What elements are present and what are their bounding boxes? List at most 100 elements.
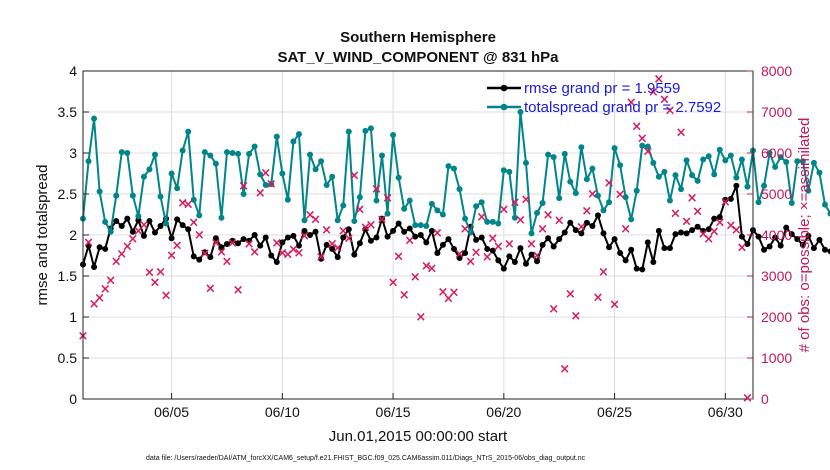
totalspread-point [805, 187, 812, 194]
totalspread-point [666, 197, 673, 204]
obs-assimilated-marker: × [282, 248, 293, 263]
rmse-point [766, 243, 773, 250]
rmse-point [611, 236, 618, 243]
totalspread-point [174, 185, 181, 192]
totalspread-point [705, 153, 712, 160]
obs-assimilated-marker: × [653, 72, 664, 87]
y-right-tick-label-1: 1000 [761, 350, 792, 366]
totalspread-point [268, 181, 275, 188]
obs-assimilated-marker: × [172, 238, 183, 253]
chart-title: Southern Hemisphere [340, 29, 496, 46]
totalspread-point [672, 172, 679, 179]
rmse-point [661, 245, 668, 252]
rmse-point [578, 230, 585, 237]
obs-assimilated-marker: × [216, 245, 227, 260]
rmse-point [761, 246, 768, 253]
data-file-footnote: data file: /Users/raeder/DAI/ATM_forcXX/… [146, 455, 586, 462]
rmse-point [755, 233, 762, 240]
totalspread-point [556, 195, 563, 202]
rmse-point [268, 252, 275, 259]
obs-assimilated-marker: × [399, 288, 410, 303]
rmse-point [716, 213, 723, 220]
totalspread-point [96, 188, 103, 195]
totalspread-point [467, 229, 474, 236]
rmse-point [290, 232, 297, 239]
obs-assimilated-marker: × [487, 231, 498, 246]
totalspread-point [639, 142, 646, 149]
totalspread-point [179, 147, 186, 154]
rmse-point [788, 231, 795, 238]
totalspread-point [489, 218, 496, 225]
obs-assimilated-marker: × [177, 196, 188, 211]
obs-assimilated-marker: × [210, 236, 221, 251]
rmse-point [96, 244, 103, 251]
obs-assimilated-marker: × [631, 119, 642, 134]
totalspread-point [594, 192, 601, 199]
obs-assimilated-marker: × [89, 297, 100, 312]
legend: rmse grand pr = 1.9559 totalspread grand… [487, 80, 721, 116]
totalspread-point [550, 154, 557, 161]
rmse-point [251, 232, 258, 238]
obs-assimilated-marker: × [188, 216, 199, 231]
obs-assimilated-marker: × [255, 186, 266, 201]
obs-assimilated-marker: × [576, 220, 587, 235]
totalspread-point [301, 217, 308, 224]
rmse-point [456, 254, 463, 261]
y-right-tick-label-8: 8000 [761, 63, 792, 79]
obs-assimilated-marker: × [471, 246, 482, 261]
rmse-point [810, 245, 817, 252]
totalspread-point [384, 210, 391, 217]
obs-assimilated-marker: × [122, 239, 133, 254]
obs-assimilated-marker: × [676, 126, 687, 141]
obs-assimilated-marker: × [199, 246, 210, 261]
rmse-point [617, 250, 624, 257]
totalspread-point [356, 194, 363, 201]
obs-assimilated-marker: × [299, 229, 310, 244]
rmse-point [229, 237, 236, 244]
totalspread-point [578, 144, 585, 151]
x-axis-label: Jun.01,2015 00:00:00 start [329, 428, 508, 445]
rmse-point [218, 244, 225, 251]
obs-assimilated-marker: × [515, 213, 526, 228]
y-tick-label-5: 2.5 [58, 186, 78, 202]
rmse-point [628, 246, 635, 253]
obs-assimilated-marker: × [670, 206, 681, 221]
obs-assimilated-marker: × [150, 276, 161, 291]
totalspread-point [622, 194, 629, 201]
obs-assimilated-marker: × [327, 237, 338, 252]
y-right-tick-label-6: 6000 [761, 145, 792, 161]
y-tick-label-1: 0.5 [58, 350, 78, 366]
rmse-point [135, 217, 142, 224]
obs-assimilated-marker: × [426, 262, 437, 277]
totalspread-point [146, 166, 153, 173]
obs-assimilated-marker: × [277, 246, 288, 261]
rmse-point [827, 248, 830, 255]
totalspread-point [810, 159, 817, 166]
rmse-point [168, 235, 175, 242]
obs-assimilated-marker: × [637, 132, 648, 147]
rmse-point [151, 229, 158, 236]
totalspread-point [506, 168, 513, 175]
y-axis-right-label: # of obs: o=possible; ×=assimilated [796, 118, 813, 353]
rmse-point [550, 243, 557, 250]
totalspread-point [362, 127, 369, 134]
totalspread-point [572, 190, 579, 197]
obs-layer: ××××××××××××××××××××××××××××××××××××××××… [78, 72, 753, 406]
obs-assimilated-marker: × [720, 195, 731, 210]
rmse-point [500, 265, 507, 272]
rmse-point [240, 236, 247, 243]
totalspread-point [733, 174, 740, 181]
rmse-point [556, 236, 563, 243]
obs-assimilated-marker: × [288, 242, 299, 257]
totalspread-point [168, 170, 175, 177]
totalspread-point [390, 131, 397, 138]
obs-assimilated-marker: × [94, 291, 105, 306]
obs-assimilated-marker: × [388, 276, 399, 291]
totalspread-point [246, 150, 253, 157]
totalspread-point [783, 159, 790, 166]
obs-assimilated-marker: × [116, 247, 127, 262]
obs-assimilated-marker: × [354, 203, 365, 218]
totalspread-point [351, 218, 358, 225]
rmse-point [744, 241, 751, 248]
totalspread-point [744, 183, 751, 190]
